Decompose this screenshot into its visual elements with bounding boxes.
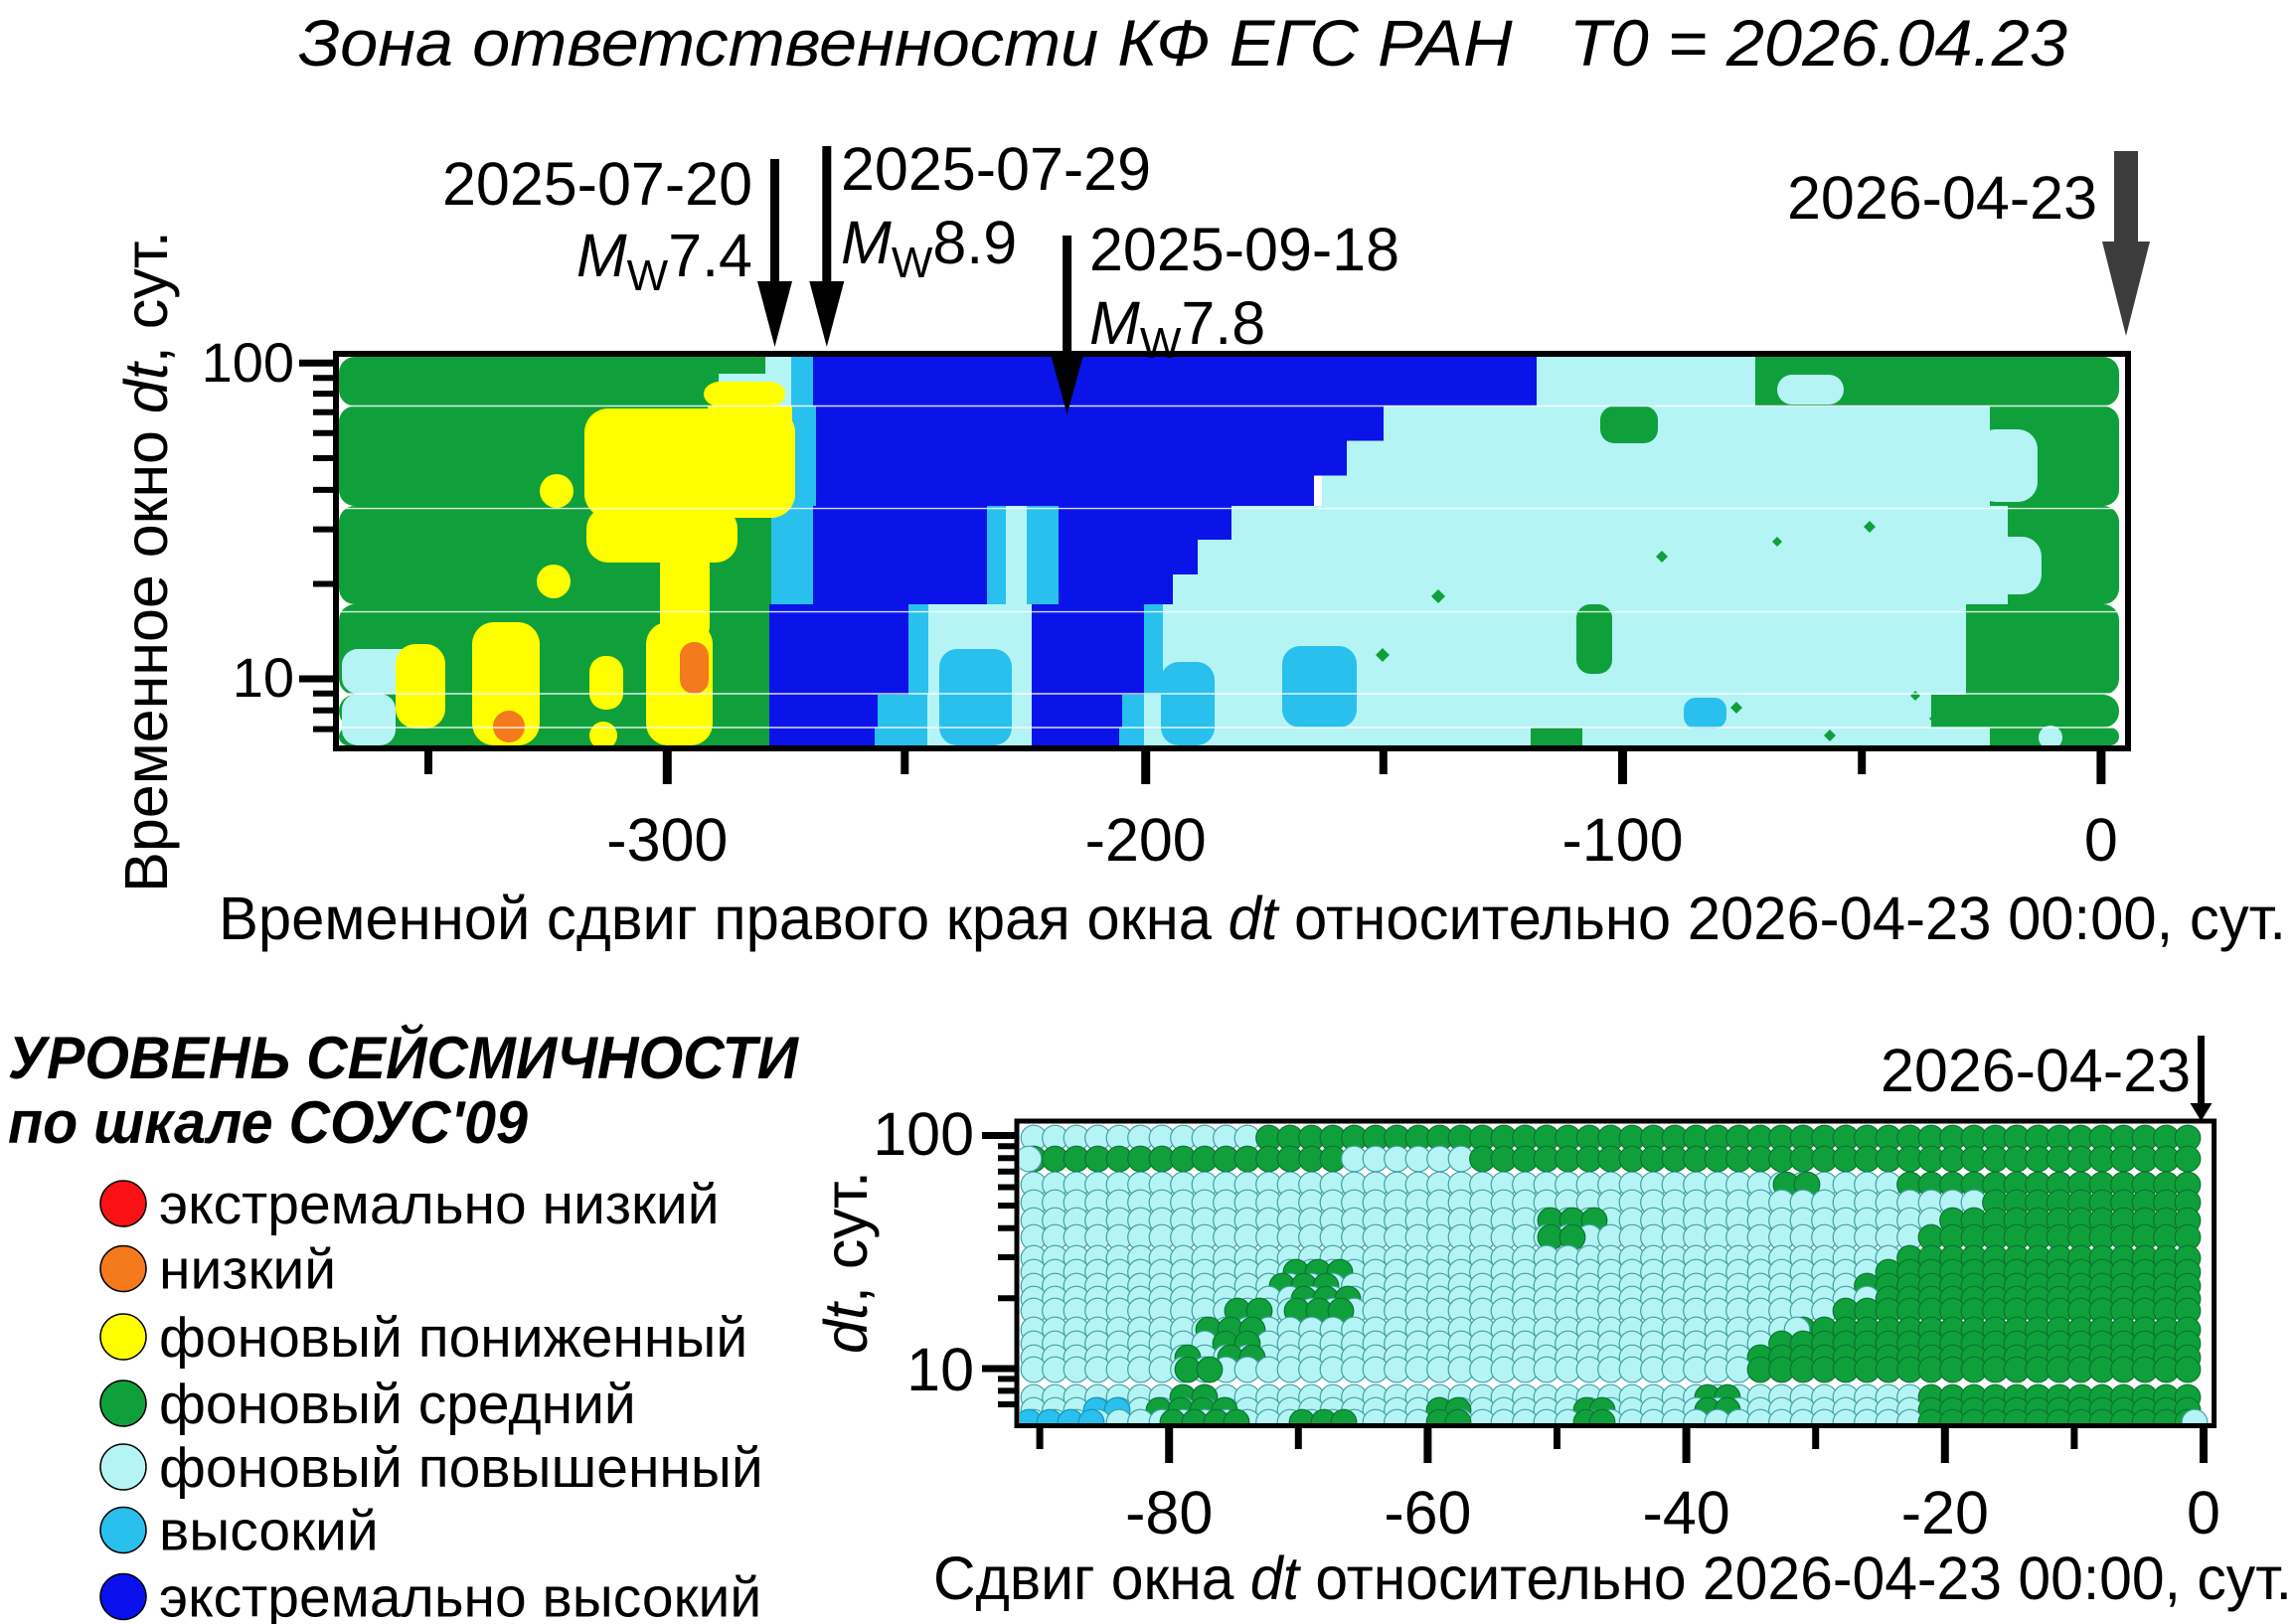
svg-text:-40: -40 xyxy=(1643,1479,1730,1546)
svg-text:100: 100 xyxy=(202,331,294,394)
svg-text:dt, сут.: dt, сут. xyxy=(812,1171,880,1354)
svg-text:по шкале СОУС'09: по шкале СОУС'09 xyxy=(8,1089,529,1156)
svg-text:MW7.4: MW7.4 xyxy=(576,222,752,300)
svg-text:2025-09-18: 2025-09-18 xyxy=(1089,216,1399,283)
svg-text:-300: -300 xyxy=(606,806,728,874)
svg-text:10: 10 xyxy=(233,646,294,709)
svg-text:Временной сдвиг правого края о: Временной сдвиг правого края окна dt отн… xyxy=(219,885,2286,952)
svg-text:2025-07-20: 2025-07-20 xyxy=(442,150,752,218)
svg-text:Временное окно dt, сут.: Временное окно dt, сут. xyxy=(112,231,180,893)
svg-text:экстремально низкий: экстремально низкий xyxy=(159,1173,720,1236)
svg-text:0: 0 xyxy=(2084,806,2118,874)
svg-text:фоновый пониженный: фоновый пониженный xyxy=(159,1306,747,1370)
svg-text:0: 0 xyxy=(2187,1479,2220,1546)
svg-text:-60: -60 xyxy=(1384,1479,1471,1546)
svg-text:-200: -200 xyxy=(1085,806,1207,874)
svg-text:Сдвиг окна dt относительно 202: Сдвиг окна dt относительно 2026-04-23 00… xyxy=(933,1544,2292,1612)
svg-text:2026-04-23: 2026-04-23 xyxy=(1881,1037,2191,1104)
svg-text:высокий: высокий xyxy=(159,1500,379,1563)
svg-text:100: 100 xyxy=(873,1100,974,1168)
svg-text:-20: -20 xyxy=(1901,1479,1989,1546)
svg-text:2025-07-29: 2025-07-29 xyxy=(841,135,1151,203)
svg-text:10: 10 xyxy=(906,1336,974,1403)
svg-text:-100: -100 xyxy=(1561,806,1683,874)
svg-text:фоновый повышенный: фоновый повышенный xyxy=(159,1436,763,1500)
svg-text:фоновый средний: фоновый средний xyxy=(159,1373,636,1436)
svg-text:УРОВЕНЬ СЕЙСМИЧНОСТИ: УРОВЕНЬ СЕЙСМИЧНОСТИ xyxy=(8,1024,800,1091)
svg-text:MW7.8: MW7.8 xyxy=(1089,289,1265,368)
svg-text:2026-04-23: 2026-04-23 xyxy=(1787,164,2097,232)
svg-text:MW8.9: MW8.9 xyxy=(841,209,1017,287)
svg-text:экстремально высокий: экстремально высокий xyxy=(159,1566,761,1624)
svg-text:-80: -80 xyxy=(1125,1479,1213,1546)
svg-text:низкий: низкий xyxy=(159,1238,336,1302)
svg-text:Зона ответственности КФ ЕГС РА: Зона ответственности КФ ЕГС РАН Т0 = 202… xyxy=(298,6,2067,80)
